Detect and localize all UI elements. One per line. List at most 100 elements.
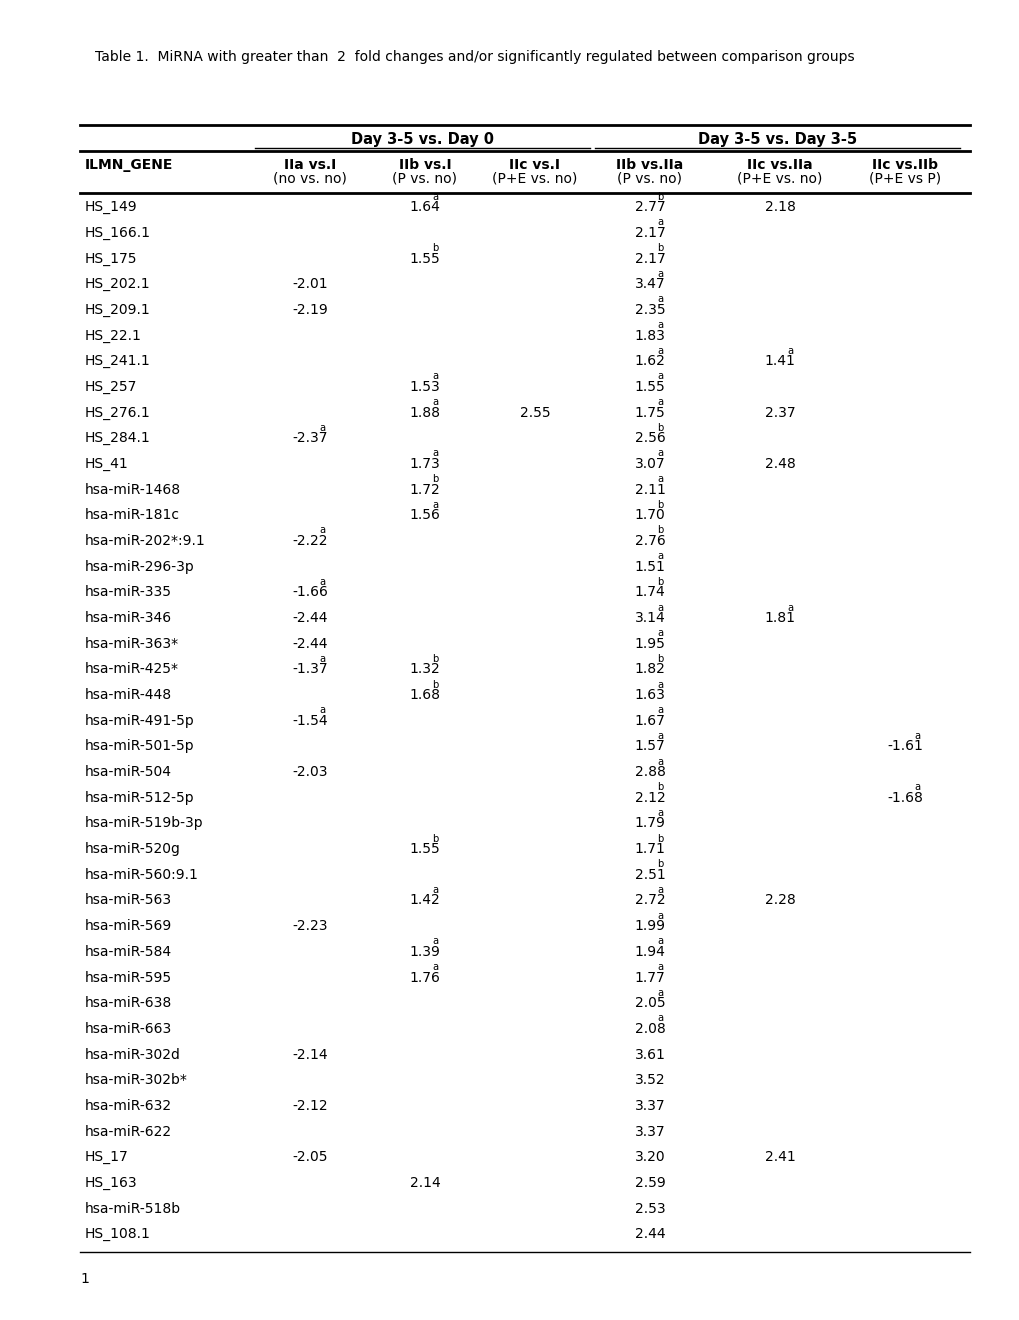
Text: a: a <box>432 191 438 202</box>
Text: 1.67: 1.67 <box>634 714 664 727</box>
Text: a: a <box>657 602 663 612</box>
Text: 1.99: 1.99 <box>634 919 664 933</box>
Text: a: a <box>657 371 663 381</box>
Text: HS_209.1: HS_209.1 <box>85 302 151 317</box>
Text: b: b <box>657 525 663 536</box>
Text: hsa-miR-632: hsa-miR-632 <box>85 1100 172 1113</box>
Text: hsa-miR-425*: hsa-miR-425* <box>85 663 178 676</box>
Text: 1.39: 1.39 <box>410 945 440 958</box>
Text: HS_17: HS_17 <box>85 1150 128 1164</box>
Text: IIb vs.IIa: IIb vs.IIa <box>615 158 683 172</box>
Text: 2.48: 2.48 <box>764 457 795 471</box>
Text: 1.57: 1.57 <box>634 739 664 754</box>
Text: b: b <box>657 191 663 202</box>
Text: b: b <box>657 243 663 253</box>
Text: b: b <box>432 653 438 664</box>
Text: a: a <box>913 731 919 741</box>
Text: 3.47: 3.47 <box>634 277 664 292</box>
Text: hsa-miR-302d: hsa-miR-302d <box>85 1048 180 1061</box>
Text: b: b <box>657 834 663 843</box>
Text: a: a <box>657 628 663 638</box>
Text: 2.77: 2.77 <box>634 201 664 214</box>
Text: hsa-miR-638: hsa-miR-638 <box>85 997 172 1010</box>
Text: -2.19: -2.19 <box>291 302 327 317</box>
Text: a: a <box>657 474 663 484</box>
Text: b: b <box>657 859 663 870</box>
Text: Day 3-5 vs. Day 3-5: Day 3-5 vs. Day 3-5 <box>697 132 856 147</box>
Text: 1.68: 1.68 <box>409 688 440 702</box>
Text: 1.42: 1.42 <box>410 894 440 907</box>
Text: ILMN_GENE: ILMN_GENE <box>85 158 173 172</box>
Text: hsa-miR-663: hsa-miR-663 <box>85 1022 172 1036</box>
Text: 1.63: 1.63 <box>634 688 664 702</box>
Text: b: b <box>432 834 438 843</box>
Text: a: a <box>913 783 919 792</box>
Text: 1.82: 1.82 <box>634 663 664 676</box>
Text: a: a <box>319 525 325 536</box>
Text: 3.61: 3.61 <box>634 1048 664 1061</box>
Text: -2.14: -2.14 <box>291 1048 327 1061</box>
Text: 1.79: 1.79 <box>634 817 664 830</box>
Text: 1.94: 1.94 <box>634 945 664 958</box>
Text: (P+E vs P): (P+E vs P) <box>868 172 941 186</box>
Text: (P vs. no): (P vs. no) <box>392 172 458 186</box>
Text: hsa-miR-512-5p: hsa-miR-512-5p <box>85 791 195 805</box>
Text: 2.88: 2.88 <box>634 766 664 779</box>
Text: 2.08: 2.08 <box>634 1022 664 1036</box>
Text: 1.56: 1.56 <box>410 508 440 523</box>
Text: -1.54: -1.54 <box>291 714 327 727</box>
Text: 3.20: 3.20 <box>634 1150 664 1164</box>
Text: hsa-miR-302b*: hsa-miR-302b* <box>85 1073 187 1088</box>
Text: 1.76: 1.76 <box>410 970 440 985</box>
Text: 1.62: 1.62 <box>634 354 664 368</box>
Text: 2.35: 2.35 <box>634 302 664 317</box>
Text: a: a <box>432 371 438 381</box>
Text: a: a <box>657 884 663 895</box>
Text: a: a <box>657 1014 663 1023</box>
Text: 1.70: 1.70 <box>634 508 664 523</box>
Text: HS_166.1: HS_166.1 <box>85 226 151 240</box>
Text: a: a <box>657 987 663 998</box>
Text: b: b <box>432 680 438 689</box>
Text: -2.05: -2.05 <box>292 1150 327 1164</box>
Text: b: b <box>657 577 663 587</box>
Text: 2.17: 2.17 <box>634 252 664 265</box>
Text: hsa-miR-202*:9.1: hsa-miR-202*:9.1 <box>85 535 206 548</box>
Text: a: a <box>657 808 663 818</box>
Text: hsa-miR-584: hsa-miR-584 <box>85 945 172 958</box>
Text: -2.22: -2.22 <box>292 535 327 548</box>
Text: a: a <box>319 705 325 715</box>
Text: hsa-miR-520g: hsa-miR-520g <box>85 842 180 857</box>
Text: hsa-miR-504: hsa-miR-504 <box>85 766 172 779</box>
Text: hsa-miR-569: hsa-miR-569 <box>85 919 172 933</box>
Text: -2.12: -2.12 <box>291 1100 327 1113</box>
Text: -2.44: -2.44 <box>292 636 327 651</box>
Text: 1.51: 1.51 <box>634 560 664 574</box>
Text: a: a <box>657 449 663 458</box>
Text: 1.73: 1.73 <box>410 457 440 471</box>
Text: HS_284.1: HS_284.1 <box>85 432 151 445</box>
Text: b: b <box>657 422 663 433</box>
Text: (P vs. no): (P vs. no) <box>616 172 682 186</box>
Text: 2.05: 2.05 <box>634 997 664 1010</box>
Text: a: a <box>657 397 663 407</box>
Text: Table 1.  MiRNA with greater than  2  fold changes and/or significantly regulate: Table 1. MiRNA with greater than 2 fold … <box>95 50 854 63</box>
Text: 2.37: 2.37 <box>764 405 795 420</box>
Text: 3.37: 3.37 <box>634 1100 664 1113</box>
Text: 2.53: 2.53 <box>634 1201 664 1216</box>
Text: Day 3-5 vs. Day 0: Day 3-5 vs. Day 0 <box>351 132 493 147</box>
Text: (no vs. no): (no vs. no) <box>273 172 346 186</box>
Text: a: a <box>657 269 663 279</box>
Text: a: a <box>657 680 663 689</box>
Text: HS_241.1: HS_241.1 <box>85 354 151 368</box>
Text: hsa-miR-518b: hsa-miR-518b <box>85 1201 181 1216</box>
Text: IIc vs.IIb: IIc vs.IIb <box>871 158 937 172</box>
Text: 3.52: 3.52 <box>634 1073 664 1088</box>
Text: b: b <box>432 474 438 484</box>
Text: hsa-miR-560:9.1: hsa-miR-560:9.1 <box>85 867 199 882</box>
Text: a: a <box>657 936 663 946</box>
Text: a: a <box>657 911 663 920</box>
Text: -2.01: -2.01 <box>291 277 327 292</box>
Text: 3.07: 3.07 <box>634 457 664 471</box>
Text: 1.81: 1.81 <box>764 611 795 626</box>
